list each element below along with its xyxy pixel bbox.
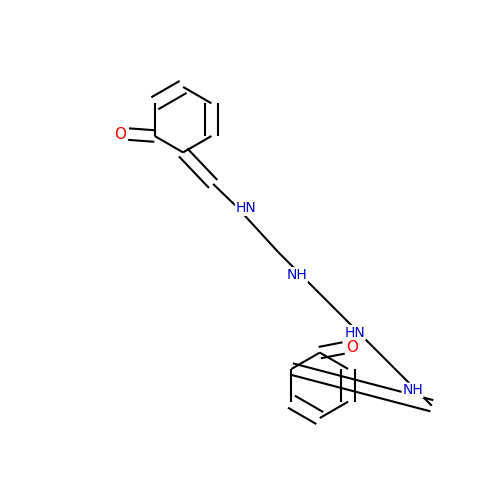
Text: O: O [346,340,358,355]
Text: O: O [114,126,126,142]
Text: NH: NH [402,384,423,398]
Text: NH: NH [286,268,308,282]
Text: HN: HN [236,201,256,215]
Text: HN: HN [344,326,365,340]
